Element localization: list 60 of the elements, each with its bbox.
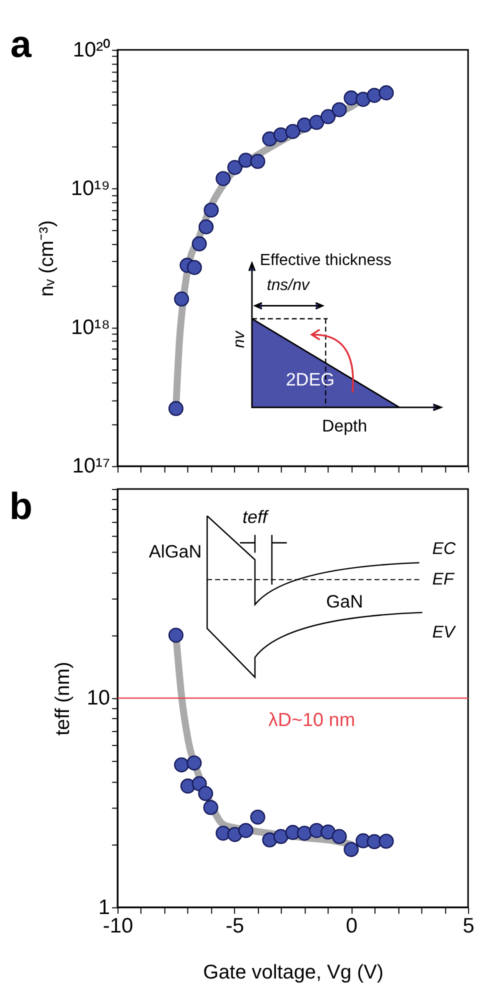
x-tick-label: -5: [226, 914, 244, 938]
point: [366, 834, 382, 850]
text: b: [9, 486, 32, 528]
point: [198, 219, 214, 234]
annotation: 2DEG: [286, 369, 335, 390]
annotation: tns/nv: [266, 276, 310, 294]
annotation: Depth: [322, 416, 368, 436]
point: [356, 92, 371, 107]
annotation: teff: [242, 506, 270, 527]
point: [262, 131, 278, 146]
point: [332, 829, 347, 844]
point: [344, 90, 359, 106]
point: [238, 822, 254, 838]
y-tick-label: 10¹⁸: [71, 316, 110, 339]
annotation: Effective thickness: [260, 252, 392, 269]
point: [273, 829, 288, 844]
point: [296, 826, 312, 841]
y-axis-title: teff (nm): [52, 662, 74, 736]
point: [186, 260, 202, 275]
annotation: EC: [432, 538, 457, 558]
point: [250, 810, 266, 825]
x-axis-title: Gate voltage, Vg (V): [203, 962, 384, 984]
point: [216, 171, 231, 186]
y-tick-label: 10: [86, 686, 110, 710]
x-tick-label: 0: [346, 914, 358, 938]
point: [273, 127, 288, 142]
point: [378, 85, 394, 100]
ref-line-label: λD~10 nm: [268, 710, 356, 732]
point: [332, 102, 347, 118]
point: [366, 88, 382, 103]
y-axis-title: nᵥ (cm⁻³): [36, 220, 58, 297]
point: [344, 842, 359, 857]
annotation: AlGaN: [148, 542, 202, 562]
point: [168, 628, 184, 643]
point: [168, 401, 184, 416]
point: [204, 202, 219, 218]
y-tick-label: 10¹⁹: [70, 177, 110, 200]
point: [174, 757, 190, 772]
annotation: nv: [231, 330, 248, 348]
y-tick-label: 10²⁰: [72, 38, 110, 62]
point: [296, 118, 312, 133]
annotation: EV: [432, 622, 457, 642]
point: [238, 152, 254, 168]
text: a: [10, 24, 32, 66]
point: [227, 160, 242, 175]
annotation: GaN: [326, 592, 363, 612]
point: [309, 114, 324, 130]
y-tick-label: 10¹⁷: [72, 454, 110, 478]
point: [186, 755, 202, 770]
point: [378, 834, 394, 849]
point: [320, 824, 336, 840]
annotation: EF: [432, 570, 456, 589]
point: [285, 124, 300, 139]
point: [203, 800, 218, 816]
point: [192, 236, 207, 252]
point: [174, 292, 190, 307]
x-tick-label: 5: [462, 914, 474, 938]
point: [320, 109, 336, 124]
point: [198, 786, 214, 802]
point: [250, 154, 266, 169]
